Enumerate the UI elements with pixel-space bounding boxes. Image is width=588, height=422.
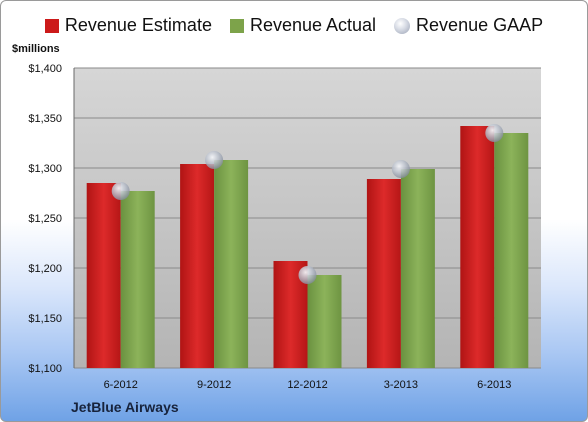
y-tick-label: $1,300 (28, 163, 62, 175)
x-tick-label: 6-2013 (477, 379, 511, 391)
legend-label-gaap: Revenue GAAP (416, 15, 544, 35)
y-tick-label: $1,200 (28, 263, 62, 275)
bar-revenue-actual (214, 160, 249, 368)
legend-swatch-gaap (394, 17, 411, 34)
point-revenue-gaap (485, 124, 504, 142)
bar-revenue-estimate (180, 164, 215, 368)
legend-swatch-estimate (44, 18, 59, 33)
point-revenue-gaap (205, 151, 224, 169)
y-tick-label: $1,100 (28, 363, 62, 375)
bar-revenue-estimate (86, 183, 121, 368)
point-revenue-gaap (111, 182, 130, 200)
bar-revenue-actual (400, 169, 435, 368)
y-tick-label: $1,150 (28, 313, 62, 325)
x-tick-label: 6-2012 (104, 379, 138, 391)
legend-item-actual: Revenue Actual (229, 15, 377, 36)
legend-swatch-actual (229, 18, 244, 33)
point-revenue-gaap (391, 160, 410, 178)
bar-revenue-actual (307, 275, 342, 368)
legend-item-estimate: Revenue Estimate (44, 15, 212, 36)
legend-label-estimate: Revenue Estimate (64, 15, 212, 35)
y-tick-label: $1,350 (28, 113, 62, 125)
legend-label-actual: Revenue Actual (249, 15, 377, 35)
bar-revenue-actual (120, 191, 155, 368)
company-name: JetBlue Airways (71, 399, 179, 415)
point-revenue-gaap (298, 266, 317, 284)
x-tick-label: 3-2013 (384, 379, 418, 391)
bar-revenue-estimate (366, 179, 401, 368)
x-tick-label: 9-2012 (197, 379, 231, 391)
bar-revenue-actual (494, 133, 529, 368)
y-axis-unit-label: $millions (12, 43, 60, 55)
y-tick-label: $1,400 (28, 63, 62, 75)
x-tick-label: 12-2012 (287, 379, 327, 391)
legend: Revenue Estimate Revenue Actual Revenue … (1, 15, 587, 36)
legend-item-gaap: Revenue GAAP (394, 15, 543, 36)
y-tick-label: $1,250 (28, 213, 62, 225)
bar-revenue-estimate (460, 126, 495, 368)
